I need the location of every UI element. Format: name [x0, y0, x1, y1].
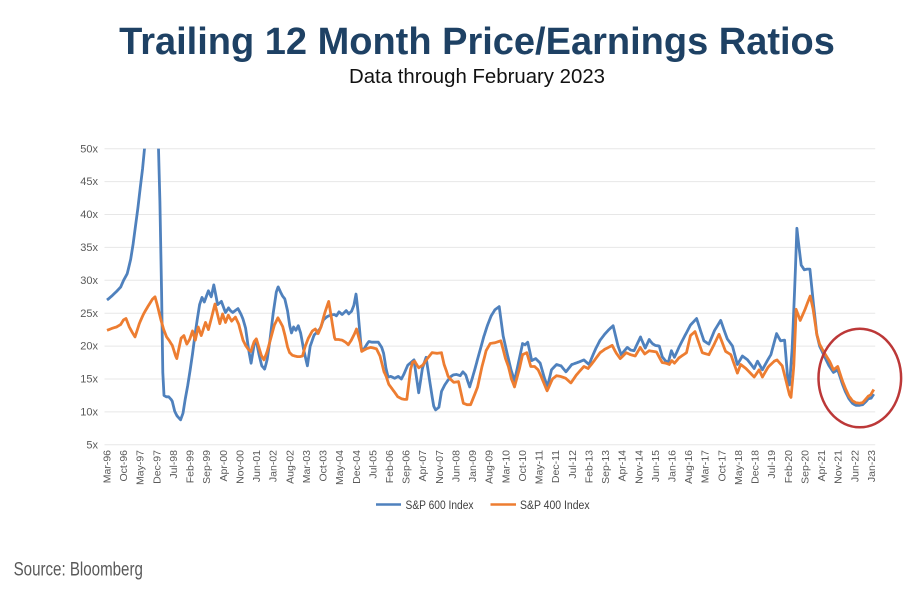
svg-text:Feb-13: Feb-13 [583, 450, 595, 483]
svg-text:Apr-07: Apr-07 [417, 450, 429, 482]
svg-text:Nov-00: Nov-00 [234, 450, 246, 484]
svg-text:Dec-97: Dec-97 [151, 450, 163, 484]
svg-text:Feb-06: Feb-06 [384, 450, 396, 483]
svg-text:Mar-03: Mar-03 [301, 450, 313, 483]
svg-text:Feb-99: Feb-99 [185, 450, 197, 483]
svg-text:Dec-11: Dec-11 [550, 450, 562, 483]
svg-text:Aug-16: Aug-16 [683, 450, 695, 484]
svg-text:45x: 45x [80, 176, 98, 188]
svg-text:35x: 35x [80, 242, 98, 254]
svg-text:Jul-98: Jul-98 [168, 450, 180, 479]
svg-text:Trailing 12 Month Price/Earnin: Trailing 12 Month Price/Earnings Ratios [119, 21, 835, 63]
svg-text:May-97: May-97 [135, 450, 147, 485]
svg-text:Oct-17: Oct-17 [716, 450, 728, 482]
svg-text:Mar-17: Mar-17 [700, 450, 712, 483]
svg-text:Oct-03: Oct-03 [318, 450, 330, 482]
svg-text:25x: 25x [80, 308, 98, 320]
svg-text:15x: 15x [80, 374, 98, 386]
svg-text:Source: Bloomberg: Source: Bloomberg [14, 560, 143, 581]
svg-text:Jul-12: Jul-12 [567, 450, 579, 479]
svg-text:5x: 5x [86, 439, 98, 451]
svg-text:May-18: May-18 [733, 450, 745, 485]
svg-text:Nov-07: Nov-07 [434, 450, 446, 484]
svg-text:Apr-21: Apr-21 [816, 450, 828, 482]
svg-text:May-11: May-11 [534, 450, 546, 484]
svg-text:Dec-04: Dec-04 [351, 450, 363, 484]
svg-text:Apr-00: Apr-00 [218, 450, 230, 482]
svg-text:Sep-20: Sep-20 [800, 450, 812, 484]
svg-text:Nov-21: Nov-21 [833, 450, 845, 484]
svg-text:Jul-19: Jul-19 [766, 450, 778, 479]
svg-text:Feb-20: Feb-20 [783, 450, 795, 483]
svg-text:S&P 400 Index: S&P 400 Index [520, 500, 590, 512]
svg-text:10x: 10x [80, 407, 98, 419]
svg-text:Jun-15: Jun-15 [650, 450, 662, 482]
svg-text:Dec-18: Dec-18 [750, 450, 762, 484]
svg-text:S&P 600 Index: S&P 600 Index [406, 500, 474, 512]
svg-text:20x: 20x [80, 341, 98, 353]
svg-text:Jun-22: Jun-22 [849, 450, 861, 482]
svg-text:Aug-09: Aug-09 [484, 450, 496, 484]
svg-text:Jan-23: Jan-23 [866, 450, 878, 482]
svg-text:50x: 50x [80, 143, 98, 155]
svg-text:Mar-96: Mar-96 [102, 450, 114, 483]
svg-text:Oct-96: Oct-96 [118, 450, 130, 482]
svg-text:Jun-08: Jun-08 [451, 450, 463, 482]
svg-text:30x: 30x [80, 275, 98, 287]
svg-text:Jan-09: Jan-09 [467, 450, 479, 482]
svg-text:Jul-05: Jul-05 [367, 450, 379, 479]
svg-text:Sep-13: Sep-13 [600, 450, 612, 484]
svg-text:40x: 40x [80, 209, 98, 221]
svg-text:Jan-02: Jan-02 [268, 450, 280, 482]
svg-text:Nov-14: Nov-14 [633, 450, 645, 484]
svg-text:Sep-06: Sep-06 [401, 450, 413, 484]
svg-text:Oct-10: Oct-10 [517, 450, 529, 482]
svg-text:Sep-99: Sep-99 [201, 450, 213, 484]
svg-text:Aug-02: Aug-02 [284, 450, 296, 484]
svg-text:Jan-16: Jan-16 [667, 450, 679, 482]
svg-text:Apr-14: Apr-14 [617, 450, 629, 482]
svg-text:Mar-10: Mar-10 [500, 450, 512, 483]
svg-text:Data through February 2023: Data through February 2023 [349, 65, 605, 88]
svg-text:May-04: May-04 [334, 450, 346, 485]
svg-text:Jun-01: Jun-01 [251, 450, 263, 482]
